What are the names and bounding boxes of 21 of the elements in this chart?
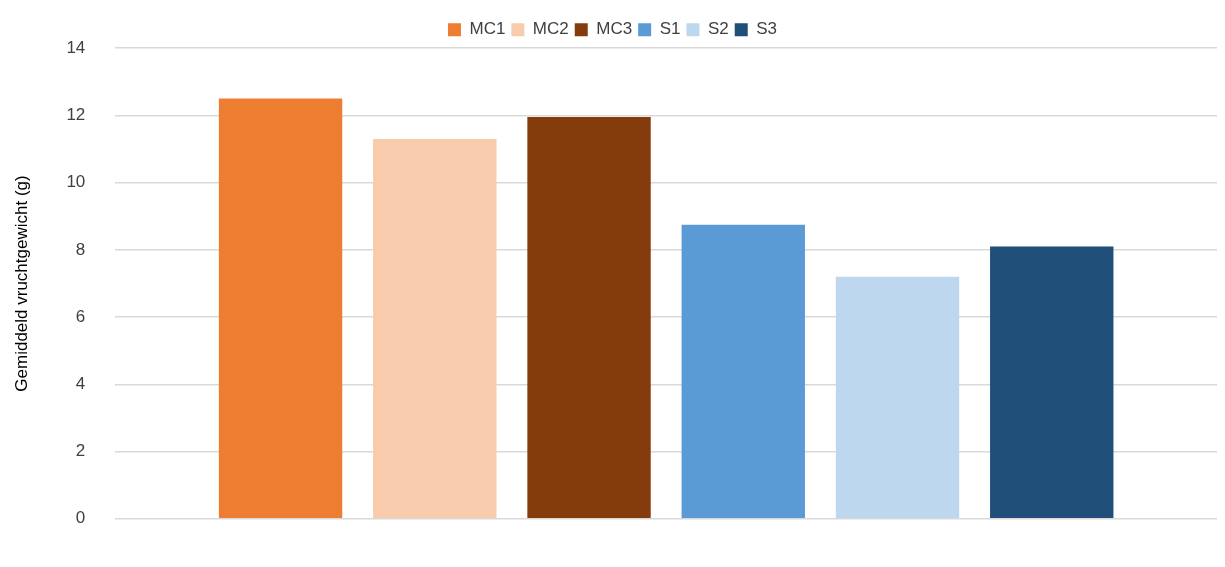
legend-label: MC3 xyxy=(596,19,633,39)
y-tick-label: 8 xyxy=(75,239,86,259)
y-tick-label: 2 xyxy=(75,441,86,461)
y-tick-label: 10 xyxy=(66,172,86,192)
y-tick-label: 14 xyxy=(66,37,86,57)
legend-label: S2 xyxy=(707,19,729,39)
bar xyxy=(527,117,651,519)
legend-label: S1 xyxy=(659,19,681,39)
legend-label: MC1 xyxy=(469,19,506,39)
y-axis-title: Gemiddeld vruchtgewicht (g) xyxy=(11,175,31,392)
bar xyxy=(373,138,497,519)
y-tick-label: 12 xyxy=(66,105,86,125)
bar xyxy=(835,276,960,519)
bar xyxy=(990,246,1114,519)
bar xyxy=(681,224,805,519)
y-tick-label: 0 xyxy=(75,508,86,528)
bar xyxy=(218,98,343,519)
legend-label: S3 xyxy=(756,19,778,39)
legend-label: MC2 xyxy=(532,19,569,39)
y-tick-label: 4 xyxy=(75,374,86,394)
y-tick-label: 6 xyxy=(75,306,86,326)
